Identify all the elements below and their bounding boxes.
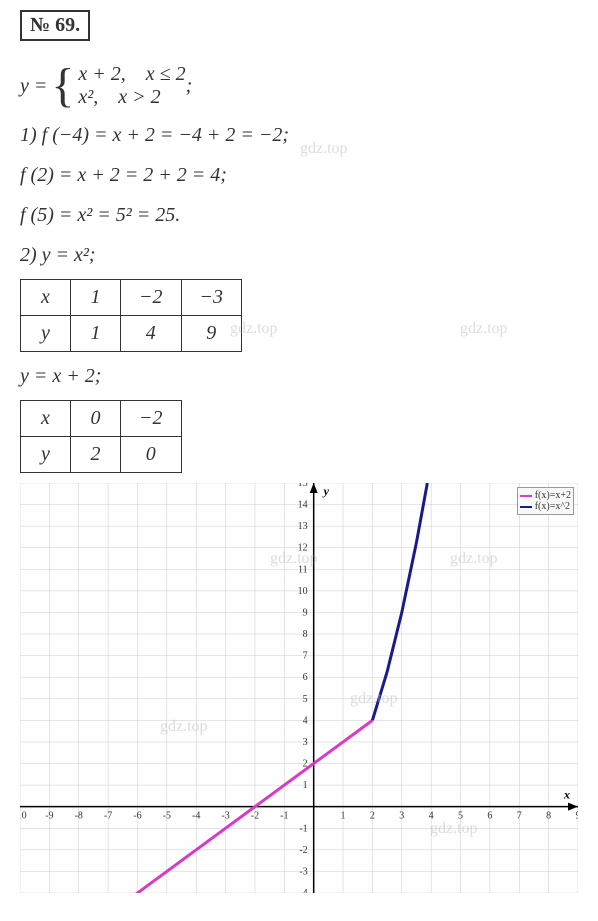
chart-legend: f(x)=x+2 f(x)=x^2 [517, 487, 574, 515]
piecewise-prefix: y = [20, 75, 47, 98]
legend-swatch [520, 495, 532, 497]
svg-text:7: 7 [303, 651, 308, 662]
table-row: y 2 0 [21, 437, 182, 473]
svg-text:-8: -8 [75, 811, 83, 822]
svg-text:11: 11 [298, 564, 308, 575]
svg-text:x: x [563, 788, 570, 802]
table2: x 0 −2 y 2 0 [20, 400, 182, 473]
svg-text:7: 7 [517, 811, 522, 822]
svg-text:15: 15 [298, 483, 308, 489]
table1: x 1 −2 −3 y 1 4 9 [20, 279, 242, 352]
svg-text:2: 2 [370, 811, 375, 822]
svg-text:-2: -2 [251, 811, 259, 822]
svg-text:12: 12 [298, 543, 308, 554]
svg-text:-10: -10 [20, 811, 27, 822]
piecewise-chart: -10-9-8-7-6-5-4-3-2-1123456789-4-3-2-112… [20, 483, 578, 893]
svg-text:-5: -5 [163, 811, 171, 822]
case2-cond: x > 2 [118, 86, 160, 109]
legend-label: f(x)=x^2 [535, 501, 570, 512]
problem-number: № 69. [20, 10, 90, 41]
chart-svg: -10-9-8-7-6-5-4-3-2-1123456789-4-3-2-112… [20, 483, 578, 893]
case1-expr: x + 2, [78, 63, 125, 86]
svg-text:6: 6 [487, 811, 492, 822]
table-row: x 0 −2 [21, 401, 182, 437]
part2-line1: 2) y = x²; [20, 239, 578, 271]
piecewise-suffix: ; [186, 75, 193, 98]
svg-text:8: 8 [303, 629, 308, 640]
case1-cond: x ≤ 2 [146, 63, 186, 86]
part2-eq2: y = x + 2; [20, 360, 578, 392]
svg-text:-3: -3 [299, 866, 307, 877]
table-row: y 1 4 9 [21, 316, 242, 352]
svg-text:-4: -4 [192, 811, 200, 822]
svg-text:9: 9 [576, 811, 579, 822]
legend-swatch [520, 506, 532, 508]
svg-text:10: 10 [298, 586, 308, 597]
svg-text:-9: -9 [45, 811, 53, 822]
part1-line3: f (5) = x² = 5² = 25. [20, 199, 578, 231]
svg-text:1: 1 [341, 811, 346, 822]
svg-text:1: 1 [303, 780, 308, 791]
svg-text:5: 5 [303, 694, 308, 705]
svg-text:-6: -6 [133, 811, 141, 822]
svg-text:9: 9 [303, 607, 308, 618]
piecewise-cases: x + 2, x ≤ 2 x², x > 2 [78, 63, 185, 109]
svg-text:4: 4 [429, 811, 434, 822]
svg-text:3: 3 [303, 737, 308, 748]
svg-text:3: 3 [399, 811, 404, 822]
case2-expr: x², [78, 86, 98, 109]
part1-line2: f (2) = x + 2 = 2 + 2 = 4; [20, 159, 578, 191]
svg-text:4: 4 [303, 715, 308, 726]
svg-text:-3: -3 [221, 811, 229, 822]
svg-text:-4: -4 [299, 888, 307, 893]
table-row: x 1 −2 −3 [21, 280, 242, 316]
svg-text:-2: -2 [299, 845, 307, 856]
svg-text:-7: -7 [104, 811, 112, 822]
svg-text:6: 6 [303, 672, 308, 683]
svg-text:-1: -1 [280, 811, 288, 822]
piecewise-function: y = { x + 2, x ≤ 2 x², x > 2 ; [20, 63, 578, 109]
part1-line1: 1) f (−4) = x + 2 = −4 + 2 = −2; [20, 119, 578, 151]
legend-label: f(x)=x+2 [535, 490, 571, 501]
legend-item: f(x)=x+2 [520, 490, 571, 501]
svg-text:5: 5 [458, 811, 463, 822]
svg-text:14: 14 [298, 500, 308, 511]
left-brace: { [51, 67, 74, 105]
svg-text:-1: -1 [299, 823, 307, 834]
legend-item: f(x)=x^2 [520, 501, 571, 512]
svg-text:13: 13 [298, 521, 308, 532]
svg-text:8: 8 [546, 811, 551, 822]
watermark: gdz.top [460, 320, 508, 338]
svg-text:y: y [322, 484, 330, 498]
